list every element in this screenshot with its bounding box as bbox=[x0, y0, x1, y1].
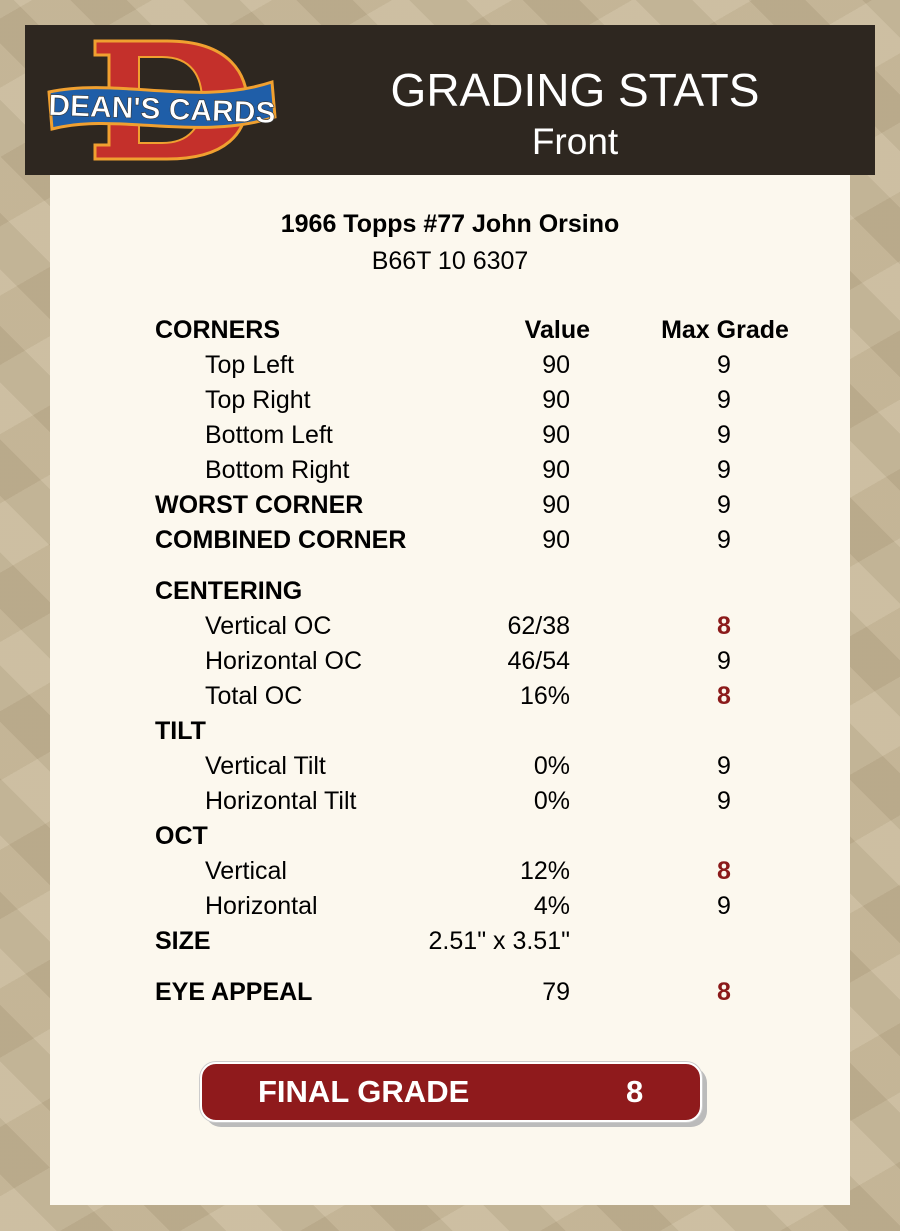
row-value: 16% bbox=[519, 682, 570, 710]
page-subtitle: Front bbox=[531, 121, 619, 162]
table-row: Horizontal Tilt 0% 9 bbox=[0, 786, 900, 821]
row-value: 79 bbox=[542, 978, 570, 1006]
table-row: CENTERING bbox=[0, 576, 900, 611]
row-label: TILT bbox=[155, 717, 206, 745]
row-max-grade: 8 bbox=[717, 857, 731, 885]
row-value: 90 bbox=[542, 421, 570, 449]
row-label: CENTERING bbox=[155, 577, 303, 605]
table-row: OCT bbox=[0, 821, 900, 856]
row-label: CORNERS bbox=[155, 316, 281, 344]
table-row: Bottom Right 90 9 bbox=[0, 455, 900, 490]
row-value: 90 bbox=[542, 386, 570, 414]
row-label: Top Left bbox=[205, 351, 294, 379]
row-label: Total OC bbox=[205, 682, 303, 710]
row-value: 62/38 bbox=[507, 612, 570, 640]
row-value: 2.51" x 3.51" bbox=[428, 927, 570, 955]
table-header-row: CORNERS Value Max Grade bbox=[0, 315, 900, 350]
table-row: Top Right 90 9 bbox=[0, 385, 900, 420]
row-value: 90 bbox=[542, 491, 570, 519]
row-label: Horizontal bbox=[205, 892, 318, 920]
grading-card bbox=[50, 150, 850, 1205]
row-value: 0% bbox=[533, 787, 570, 815]
table-row: Horizontal 4% 9 bbox=[0, 891, 900, 926]
row-label: Horizontal OC bbox=[205, 647, 362, 675]
table-row: Vertical Tilt 0% 9 bbox=[0, 751, 900, 786]
row-label: Top Right bbox=[205, 386, 311, 414]
row-value: 90 bbox=[542, 351, 570, 379]
row-label: Horizontal Tilt bbox=[205, 787, 357, 815]
table-row: SIZE 2.51" x 3.51" bbox=[0, 926, 900, 961]
row-max-grade: 8 bbox=[717, 612, 731, 640]
row-max-grade: 9 bbox=[717, 351, 731, 379]
row-max-grade: 9 bbox=[717, 491, 731, 519]
table-row: Horizontal OC 46/54 9 bbox=[0, 646, 900, 681]
svg-text:DEAN'S CARDS: DEAN'S CARDS bbox=[48, 89, 276, 130]
final-grade-value: 8 bbox=[626, 1074, 644, 1109]
row-label: Bottom Left bbox=[205, 421, 333, 449]
row-value: 4% bbox=[533, 892, 570, 920]
row-value: 12% bbox=[519, 857, 570, 885]
value-column-header: Value bbox=[524, 316, 590, 344]
row-max-grade: 9 bbox=[717, 456, 731, 484]
table-row: Vertical 12% 8 bbox=[0, 856, 900, 891]
table-row: Top Left 90 9 bbox=[0, 350, 900, 385]
row-max-grade: 9 bbox=[717, 386, 731, 414]
row-label: Vertical bbox=[205, 857, 287, 885]
header-bar: DEAN'S CARDS GRADING STATS Front bbox=[25, 25, 875, 175]
row-value: 46/54 bbox=[507, 647, 570, 675]
row-max-grade: 8 bbox=[717, 682, 731, 710]
table-row: Bottom Left 90 9 bbox=[0, 420, 900, 455]
table-row: WORST CORNER 90 9 bbox=[0, 490, 900, 525]
table-row: EYE APPEAL 79 8 bbox=[0, 977, 900, 1012]
row-label: Vertical Tilt bbox=[205, 752, 326, 780]
page-title: GRADING STATS bbox=[390, 64, 760, 116]
deans-cards-logo: DEAN'S CARDS bbox=[47, 39, 277, 161]
row-max-grade: 9 bbox=[717, 526, 731, 554]
table-row: Total OC 16% 8 bbox=[0, 681, 900, 716]
row-label: EYE APPEAL bbox=[155, 978, 313, 1006]
grading-stats-table: CORNERS Value Max Grade Top Left 90 9 Top Righ… bbox=[0, 315, 900, 1012]
card-code: B66T 10 6307 bbox=[371, 247, 529, 275]
row-max-grade: 9 bbox=[717, 647, 731, 675]
row-label: Bottom Right bbox=[205, 456, 350, 484]
table-row: TILT bbox=[0, 716, 900, 751]
row-label: WORST CORNER bbox=[155, 491, 364, 519]
row-label: OCT bbox=[155, 822, 208, 850]
row-max-grade: 9 bbox=[717, 892, 731, 920]
row-max-grade: 8 bbox=[717, 978, 731, 1006]
table-row: Vertical OC 62/38 8 bbox=[0, 611, 900, 646]
row-value: 0% bbox=[533, 752, 570, 780]
final-grade-label: FINAL GRADE bbox=[258, 1074, 470, 1109]
row-value: 90 bbox=[542, 526, 570, 554]
row-label: SIZE bbox=[155, 927, 211, 955]
row-max-grade: 9 bbox=[717, 752, 731, 780]
card-name: 1966 Topps #77 John Orsino bbox=[280, 210, 620, 238]
max-grade-column-header: Max Grade bbox=[661, 316, 789, 344]
row-label: Vertical OC bbox=[205, 612, 332, 640]
row-max-grade: 9 bbox=[717, 421, 731, 449]
row-max-grade: 9 bbox=[717, 787, 731, 815]
row-label: COMBINED CORNER bbox=[155, 526, 407, 554]
final-grade-badge: FINAL GRADE 8 bbox=[200, 1062, 702, 1122]
row-value: 90 bbox=[542, 456, 570, 484]
table-row: COMBINED CORNER 90 9 bbox=[0, 525, 900, 560]
